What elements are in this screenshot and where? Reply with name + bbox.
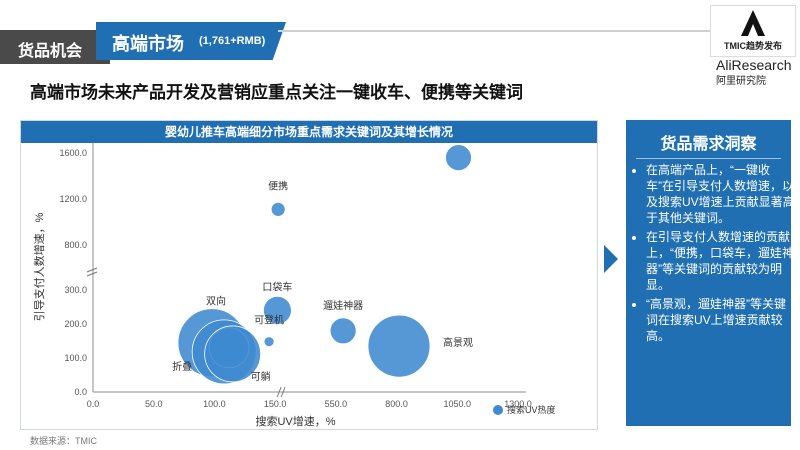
x-axis-break [280,386,286,398]
y-tick-label: 200.0 [64,319,87,329]
y-tick-label: 0.0 [74,387,87,397]
legend-label: 搜索UV热度 [507,404,556,415]
x-tick-label: 0.0 [87,399,100,409]
insight-title: 货品需求洞察 [660,136,757,153]
aliresearch-logo: AliResearch [716,57,791,73]
bubble [445,144,472,171]
section-title: 货品机会 [18,43,83,60]
tmic-logo: TMIC趋势发布 [710,5,796,57]
chart-title: 婴幼儿推车高端细分市场重点需求关键词及其增长情况 [21,121,597,143]
y-axis-break [86,271,98,277]
bubble [367,314,431,378]
chart-panel: 0.0 50.0 100.0 150.0 550.0 800.0 1050.0 1300.0 0… [20,120,598,430]
data-source: 数据来源：TMIC [30,436,97,446]
x-tick-label: 1300.0 [504,399,532,409]
header-divider [278,30,710,32]
bubble-chart: 0.0 50.0 100.0 150.0 550.0 800.0 1050.0 1300.0 0… [32,130,556,428]
insight-item: “高景观，遛娃神器”等关键词在搜索UV上增速贡献较高。 [646,296,796,344]
aliresearch-cn-logo: 阿里研究院 [716,76,766,87]
x-tick-label: 50.0 [145,399,163,409]
bubble [263,336,275,348]
bubble-label: 口袋车 [262,280,292,293]
y-tick-label: 300.0 [64,285,87,295]
y-tick-label: 1600.0 [59,148,87,158]
bubble [270,201,286,217]
tab-title: 高端市场 [112,34,184,54]
y-tick-label: 1200.0 [59,194,87,204]
section-header: 货品机会 [0,30,110,64]
insight-panel: 货品需求洞察 在高端产品上，“一键收车”在引导支付人数增速，以及搜索UV增速上贡… [626,120,795,426]
tab-high-end-market: 高端市场 (1,761+RMB) [96,22,286,60]
bubble-label: 便携 [268,179,288,192]
bubble-label: 可登机 [254,314,284,327]
page-subtitle: 高端市场未来产品开发及营销应重点关注一键收车、便携等关键词 [30,83,523,102]
x-axis-break [276,386,282,398]
bubble [204,325,262,383]
bubble-label: 双向 [206,295,226,308]
aliresearch-text: AliResearch [716,57,792,73]
y-axis-label: 引导支付人数增速，% [32,212,46,321]
bubble-label: 高景观 [443,336,473,349]
x-tick-label: 100.0 [203,399,226,409]
y-axis-break [86,267,98,273]
tab-price-range: (1,761+RMB) [199,35,266,47]
bubble [263,295,292,325]
insight-item: 在高端产品上，“一键收车”在引导支付人数增速，以及搜索UV增速上贡献显著高于其他… [646,162,796,226]
x-tick-label: 150.0 [264,399,287,409]
legend-swatch [493,405,503,415]
insight-item: 在引导支付人数增速的贡献上，“便携，口袋车，遛娃神器”等关键词的贡献较为明显。 [646,229,796,293]
insight-list: 在高端产品上，“一键收车”在引导支付人数增速，以及搜索UV增速上贡献显著高于其他… [632,162,796,347]
tmic-logo-icon [741,10,765,36]
bubble [329,317,357,345]
tmic-logo-text: TMIC趋势发布 [724,41,782,51]
bubble-label: 折叠 [172,360,192,373]
insight-divider [636,158,781,159]
x-tick-label: 550.0 [325,399,348,409]
bubble-label: 可躺 [251,370,271,383]
y-tick-label: 100.0 [64,353,87,363]
bubble-label: 遛娃神器 [323,299,363,312]
arrow-right-icon [604,245,618,273]
x-tick-label: 800.0 [385,399,408,409]
x-axis-label: 搜索UV增速，% [255,414,335,428]
y-tick-label: 800.0 [64,240,87,250]
x-tick-label: 1050.0 [444,399,472,409]
